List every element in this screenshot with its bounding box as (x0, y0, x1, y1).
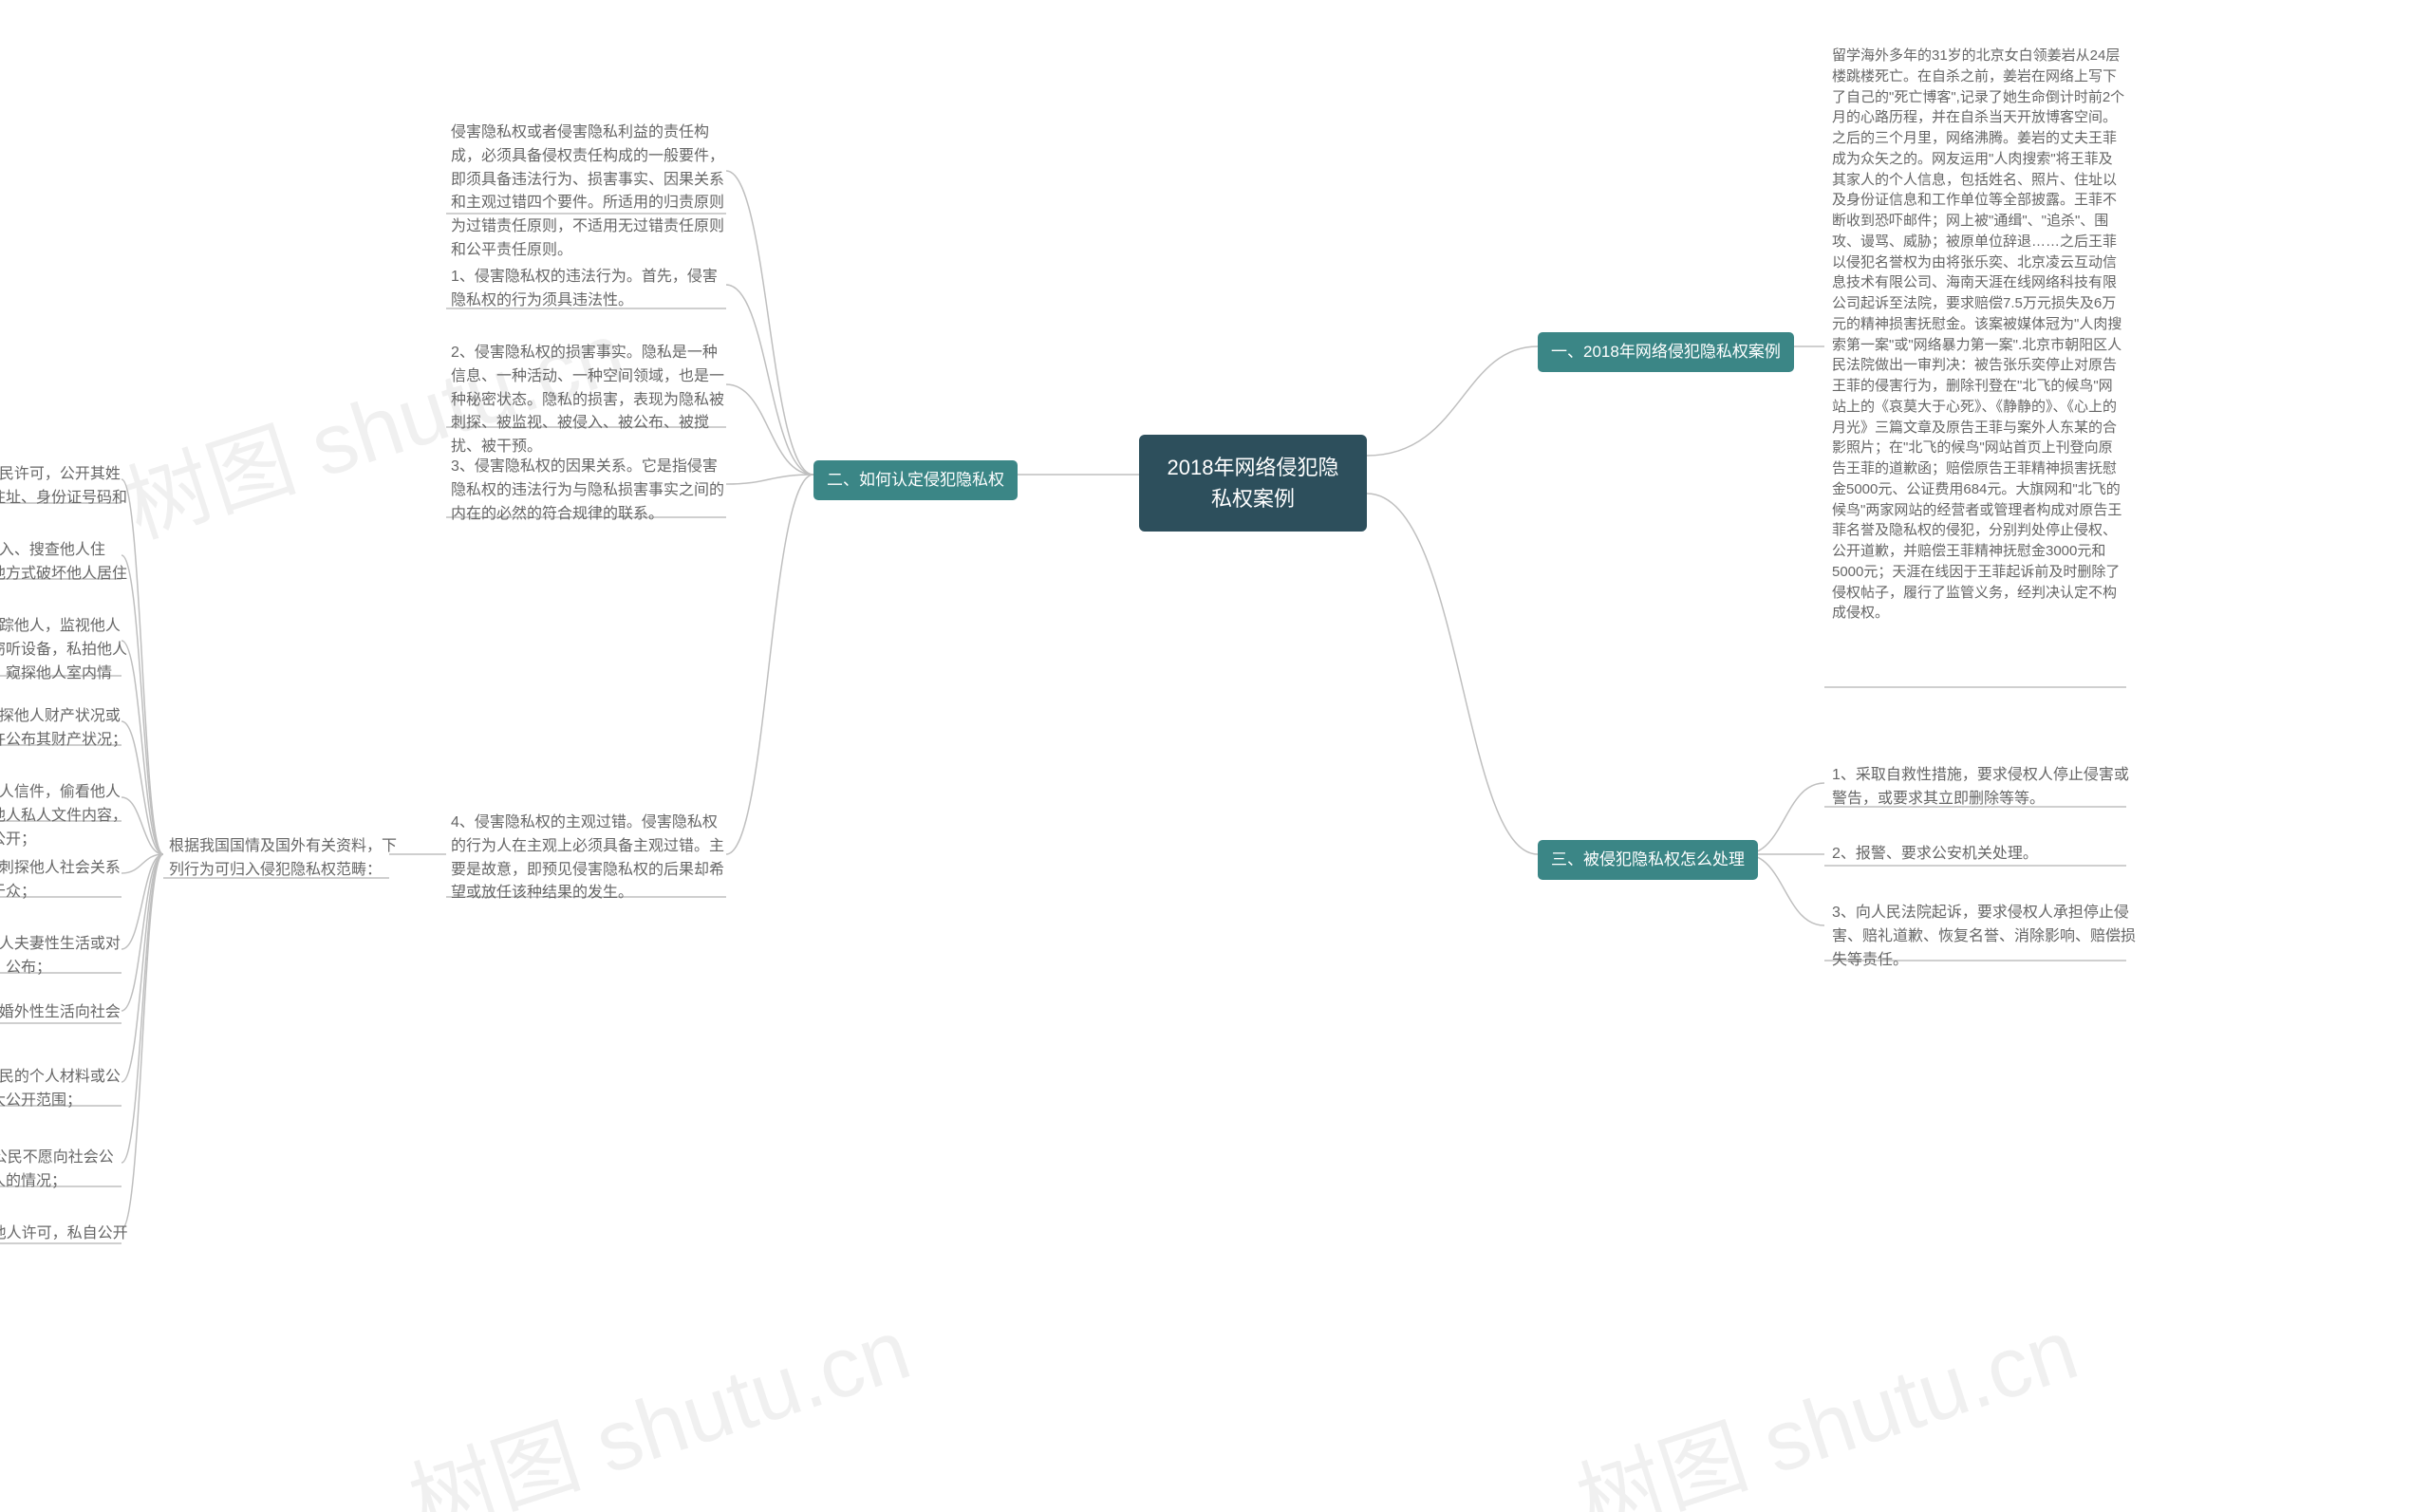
branch-how-handle[interactable]: 三、被侵犯隐私权怎么处理 (1538, 840, 1758, 880)
leaf-b2-4: 3、侵害隐私权的因果关系。它是指侵害隐私权的违法行为与隐私损害事实之间的内在的必… (451, 456, 726, 526)
leaf-item-11: （11）未经他人许可，私自公开他人的秘密。 (0, 1223, 128, 1270)
leaf-item-8: （8）将他人婚外性生活向社会公布； (0, 1001, 128, 1049)
leaf-handle-2: 2、报警、要求公安机关处理。 (1832, 843, 2038, 867)
leaf-item-4: （4）非法刺探他人财产状况或未经本人允许公布其财产状况； (0, 705, 128, 753)
leaf-item-2: （2）非法侵入、搜查他人住宅，或以其他方式破坏他人居住安宁； (0, 539, 128, 609)
branch-case-2018[interactable]: 一、2018年网络侵犯隐私权案例 (1538, 332, 1794, 372)
leaf-b2-2: 1、侵害隐私权的违法行为。首先，侵害隐私权的行为须具违法性。 (451, 266, 726, 313)
leaf-item-9: （9）泄露公民的个人材料或公诸于众或扩大公开范围； (0, 1066, 128, 1113)
root-node[interactable]: 2018年网络侵犯隐私权案例 (1139, 435, 1367, 532)
leaf-item-10: （10）收集公民不愿向社会公开的纯属个人的情况； (0, 1147, 128, 1194)
leaf-item-7: （7）干扰他人夫妻性生活或对其进行调查、公布； (0, 933, 128, 980)
leaf-item-5: （5）私拆他人信件，偷看他人日记，刺探他人私人文件内容，以及将他们公开； (0, 781, 128, 851)
watermark: 树图 shutu.cn (392, 1280, 923, 1512)
leaf-b2-1: 侵害隐私权或者侵害隐私利益的责任构成，必须具备侵权责任构成的一般要件，即须具备违… (451, 121, 726, 263)
watermark: 树图 shutu.cn (1560, 1280, 2090, 1512)
leaf-handle-3: 3、向人民法院起诉，要求侵权人承担停止侵害、赔礼道歉、恢复名誉、消除影响、赔偿损… (1832, 902, 2136, 972)
leaf-b2-5: 4、侵害隐私权的主观过错。侵害隐私权的行为人在主观上必须具备主观过错。主要是故意… (451, 812, 726, 905)
leaf-item-3: （3）非法跟踪他人，监视他人住所，安装窃听设备，私拍他人私生活镜头，窥探他人室内… (0, 615, 128, 709)
leaf-sublist-header: 根据我国国情及国外有关资料，下列行为可归入侵犯隐私权范畴： (169, 835, 397, 883)
leaf-handle-1: 1、采取自救性措施，要求侵权人停止侵害或警告，或要求其立即删除等等。 (1832, 764, 2136, 812)
leaf-case-detail: 留学海外多年的31岁的北京女白领姜岩从24层楼跳楼死亡。在自杀之前，姜岩在网络上… (1832, 46, 2126, 624)
leaf-item-1: （1）未经公民许可，公开其姓名、肖像、住址、身份证号码和电话号码； (0, 463, 128, 533)
leaf-b2-3: 2、侵害隐私权的损害事实。隐私是一种信息、一种活动、一种空间领域，也是一种秘密状… (451, 342, 726, 459)
leaf-item-6: （6）调查、刺探他人社会关系并非法公诸于众； (0, 857, 128, 905)
branch-how-identify[interactable]: 二、如何认定侵犯隐私权 (813, 460, 1018, 500)
